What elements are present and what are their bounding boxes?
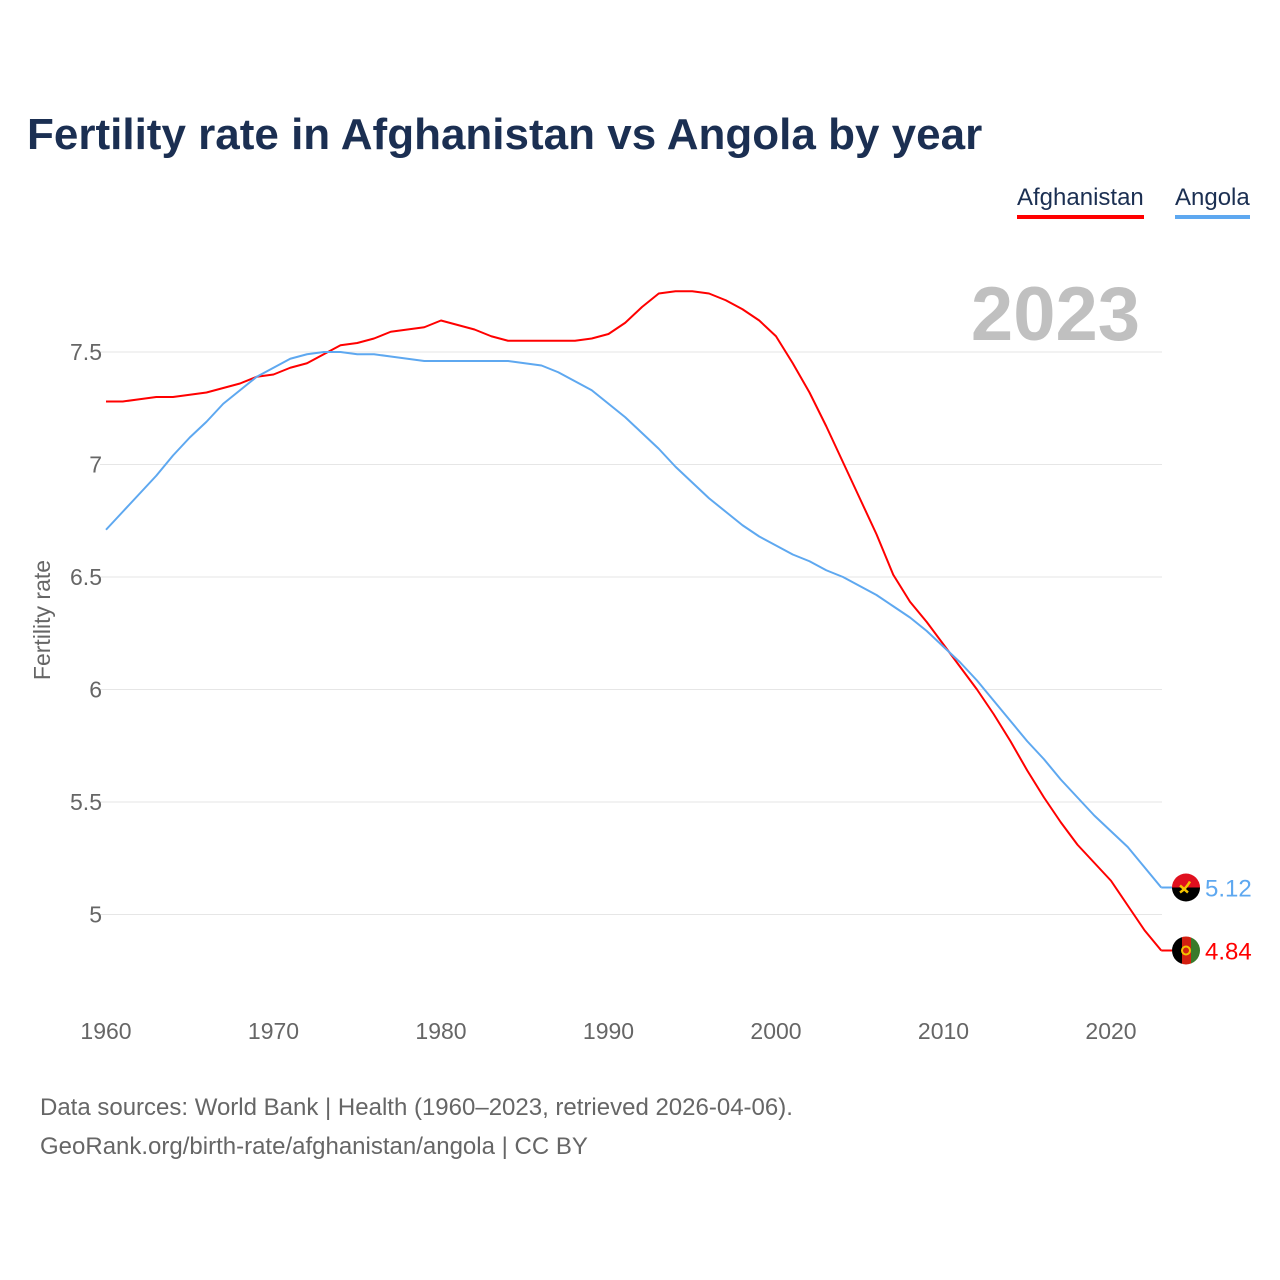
end-value-label: 4.84 bbox=[1205, 939, 1252, 966]
footer: Data sources: World Bank | Health (1960–… bbox=[40, 1088, 793, 1166]
x-tick-label: 1960 bbox=[80, 1018, 131, 1044]
year-label: 2023 bbox=[971, 272, 1140, 357]
x-tick-label: 1990 bbox=[583, 1018, 634, 1044]
y-tick-label: 7 bbox=[89, 452, 102, 478]
legend-angola[interactable]: Angola bbox=[1175, 184, 1250, 219]
y-tick-label: 5 bbox=[89, 902, 102, 928]
series-line-angola bbox=[105, 351, 1163, 889]
series-line-afghanistan bbox=[106, 290, 1163, 952]
x-tick-label: 2020 bbox=[1085, 1018, 1136, 1044]
y-tick-label: 6 bbox=[89, 677, 102, 703]
end-value-label: 5.12 bbox=[1205, 876, 1252, 903]
y-tick-label: 5.5 bbox=[70, 789, 102, 815]
afghanistan-flag-icon bbox=[1172, 936, 1200, 965]
y-tick-label: 7.5 bbox=[70, 339, 102, 365]
angola-flag-icon bbox=[1172, 873, 1200, 902]
x-tick-label: 2010 bbox=[918, 1018, 969, 1044]
x-tick-label: 1980 bbox=[415, 1018, 466, 1044]
chart-title: Fertility rate in Afghanistan vs Angola … bbox=[27, 110, 983, 159]
footer-sources: Data sources: World Bank | Health (1960–… bbox=[40, 1094, 793, 1121]
x-tick-label: 2000 bbox=[750, 1018, 801, 1044]
y-axis-label: Fertility rate bbox=[29, 560, 55, 680]
y-tick-label: 6.5 bbox=[70, 564, 102, 590]
legend-afghanistan[interactable]: Afghanistan bbox=[1017, 184, 1144, 219]
footer-link[interactable]: GeoRank.org/birth-rate/afghanistan/angol… bbox=[40, 1133, 588, 1160]
x-tick-label: 1970 bbox=[248, 1018, 299, 1044]
